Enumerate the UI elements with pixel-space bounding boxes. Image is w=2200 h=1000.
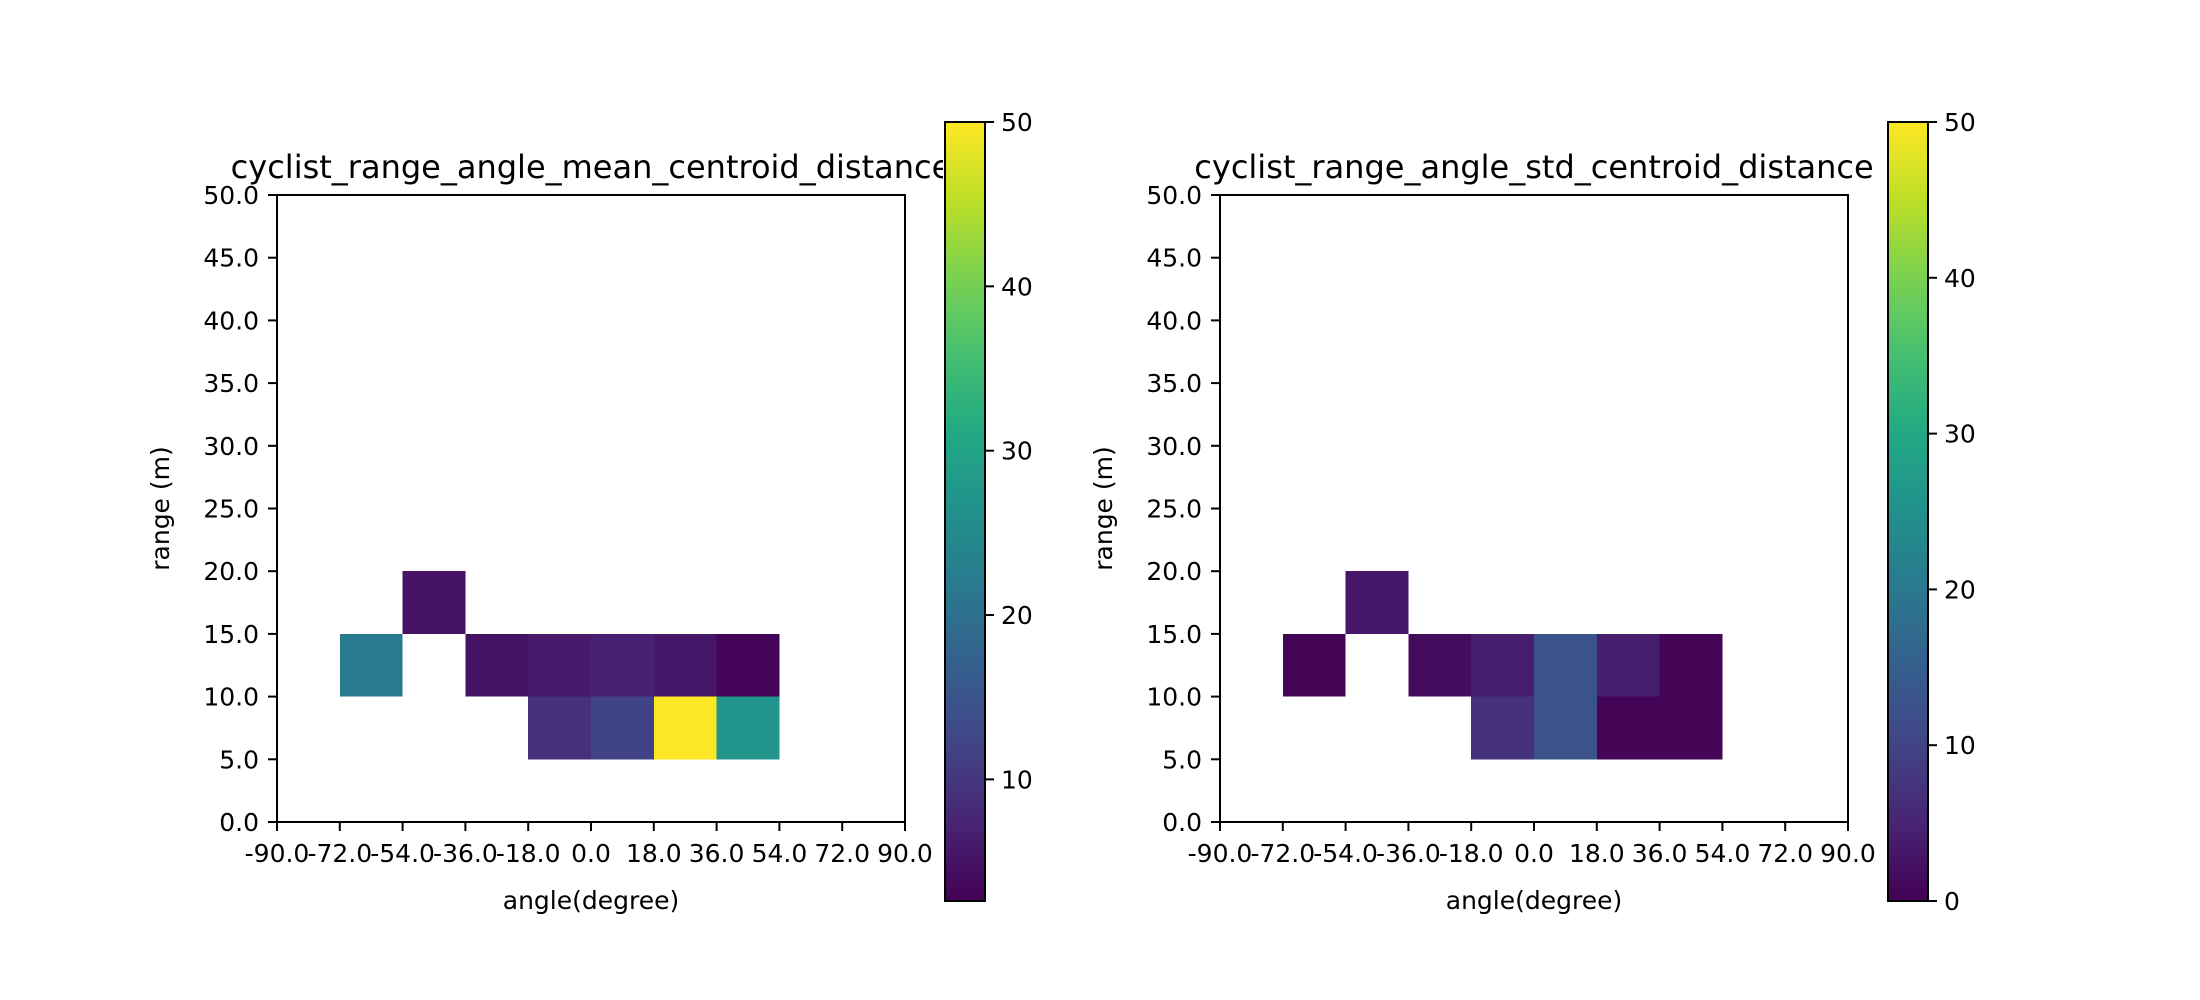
heatmap-cell — [1596, 696, 1660, 760]
x-tick-label: 18.0 — [626, 839, 682, 868]
heatmap-cell — [716, 696, 780, 760]
y-tick-label: 45.0 — [1146, 244, 1202, 273]
y-tick-label: 30.0 — [1146, 432, 1202, 461]
x-tick-label: -90.0 — [245, 839, 310, 868]
heatmap-cell — [716, 633, 780, 697]
x-tick-label: 54.0 — [1695, 839, 1751, 868]
heatmap-cell — [528, 633, 591, 697]
x-tick-label: -54.0 — [370, 839, 435, 868]
std-centroid-distance-panel: -90.0-72.0-54.0-36.0-18.0 0.0 18.0 36.0 54.0… — [1089, 108, 1976, 916]
colorbar-tick-label: 0 — [1944, 887, 1960, 916]
x-tick-label: -36.0 — [433, 839, 498, 868]
x-tick-label: 36.0 — [1632, 839, 1688, 868]
heatmap-cell — [402, 571, 466, 634]
x-tick-label: -72.0 — [1250, 839, 1315, 868]
y-tick-label: 15.0 — [203, 620, 259, 649]
x-tick-label: -18.0 — [1439, 839, 1504, 868]
y-tick-label: 40.0 — [1146, 306, 1202, 335]
heatmap-cell — [653, 633, 717, 697]
x-tick-label: 72.0 — [814, 839, 870, 868]
x-tick-label: 72.0 — [1757, 839, 1813, 868]
y-tick-label: 10.0 — [1146, 683, 1202, 712]
mean-centroid-distance-panel: -90.0-72.0-54.0-36.0-18.0 0.0 18.0 36.0 54.0… — [146, 108, 1033, 915]
x-tick-label: -72.0 — [307, 839, 372, 868]
colorbar-tick-label: 30 — [1944, 420, 1976, 449]
x-tick-label: -18.0 — [496, 839, 561, 868]
heatmap-cell — [1282, 633, 1346, 697]
y-tick-label: 0.0 — [1162, 808, 1202, 837]
y-tick-label: 0.0 — [219, 808, 259, 837]
chart-title: cyclist_range_angle_mean_centroid_distan… — [231, 148, 952, 186]
x-tick-label: 0.0 — [1514, 839, 1554, 868]
heatmap-cell — [653, 696, 717, 760]
y-tick-label: 20.0 — [1146, 557, 1202, 586]
colorbar-tick-label: 20 — [1001, 601, 1033, 630]
heatmap-cell — [1408, 633, 1472, 697]
x-tick-label: 54.0 — [752, 839, 808, 868]
x-tick-label: 36.0 — [689, 839, 745, 868]
y-tick-label: 40.0 — [203, 306, 259, 335]
y-tick-label: 45.0 — [203, 244, 259, 273]
colorbar-tick-label: 30 — [1001, 437, 1033, 466]
chart-title: cyclist_range_angle_std_centroid_distanc… — [1194, 148, 1873, 186]
colorbar-tick-label: 20 — [1944, 575, 1976, 604]
heatmap-cell — [1534, 633, 1597, 697]
y-tick-label: 5.0 — [1162, 745, 1202, 774]
heatmap-cell — [1659, 633, 1723, 697]
x-tick-label: 18.0 — [1569, 839, 1625, 868]
x-axis-label: angle(degree) — [1446, 886, 1622, 915]
heatmap-cell — [591, 633, 654, 697]
heatmap-cell — [1534, 696, 1597, 760]
y-tick-label: 5.0 — [219, 745, 259, 774]
heatmap-cell — [1345, 571, 1409, 634]
heatmap-cell — [465, 633, 529, 697]
y-tick-label: 35.0 — [203, 369, 259, 398]
y-tick-label: 15.0 — [1146, 620, 1202, 649]
x-tick-label: -36.0 — [1376, 839, 1441, 868]
x-tick-label: -54.0 — [1313, 839, 1378, 868]
x-axis-label: angle(degree) — [503, 886, 679, 915]
y-tick-label: 50.0 — [1146, 181, 1202, 210]
colorbar — [1887, 121, 1929, 902]
y-tick-label: 10.0 — [203, 683, 259, 712]
x-tick-label: 90.0 — [877, 839, 933, 868]
colorbar-tick-label: 10 — [1944, 731, 1976, 760]
y-tick-label: 25.0 — [1146, 495, 1202, 524]
colorbar-tick-label: 50 — [1001, 108, 1033, 137]
y-tick-label: 25.0 — [203, 495, 259, 524]
y-tick-label: 30.0 — [203, 432, 259, 461]
colorbar-tick-label: 40 — [1001, 272, 1033, 301]
colorbar-tick-label: 10 — [1001, 765, 1033, 794]
heatmap-cell — [591, 696, 654, 760]
heatmap-cell — [339, 633, 403, 697]
x-tick-label: 0.0 — [571, 839, 611, 868]
colorbar — [944, 121, 986, 902]
heatmap-cell — [1471, 696, 1534, 760]
heatmap-cell — [528, 696, 591, 760]
x-tick-label: -90.0 — [1188, 839, 1253, 868]
y-axis-label: range (m) — [146, 446, 175, 571]
heatmap-cell — [1596, 633, 1660, 697]
y-tick-label: 20.0 — [203, 557, 259, 586]
y-tick-label: 50.0 — [203, 181, 259, 210]
y-tick-label: 35.0 — [1146, 369, 1202, 398]
colorbar-tick-label: 40 — [1944, 264, 1976, 293]
heatmap-cell — [1659, 696, 1723, 760]
x-tick-label: 90.0 — [1820, 839, 1876, 868]
y-axis-label: range (m) — [1089, 446, 1118, 571]
colorbar-tick-label: 50 — [1944, 108, 1976, 137]
heatmap-cell — [1471, 633, 1534, 697]
